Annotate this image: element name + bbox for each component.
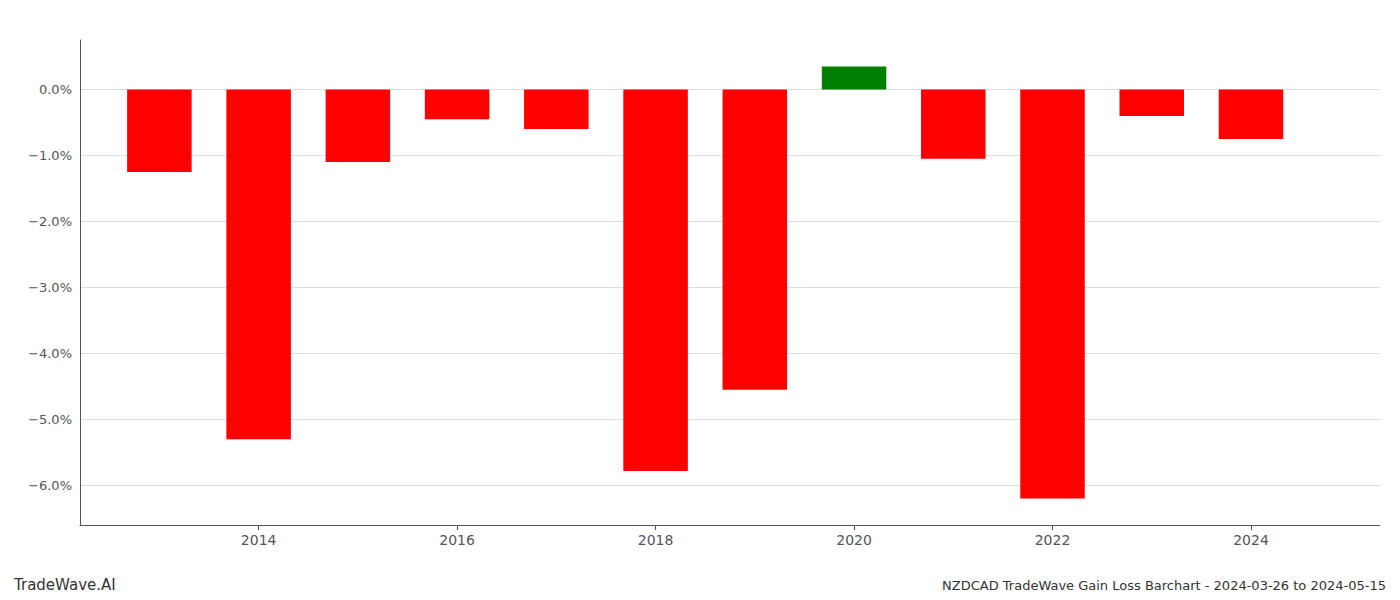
svg-text:0.0%: 0.0% xyxy=(39,82,72,97)
svg-text:−5.0%: −5.0% xyxy=(28,412,72,427)
svg-text:−6.0%: −6.0% xyxy=(28,478,72,493)
svg-text:2024: 2024 xyxy=(1233,532,1269,548)
svg-text:NZDCAD TradeWave Gain Loss Bar: NZDCAD TradeWave Gain Loss Barchart - 20… xyxy=(942,578,1386,593)
svg-text:−2.0%: −2.0% xyxy=(28,214,72,229)
svg-text:2020: 2020 xyxy=(836,532,872,548)
svg-text:−4.0%: −4.0% xyxy=(28,346,72,361)
svg-text:2014: 2014 xyxy=(241,532,277,548)
svg-text:2022: 2022 xyxy=(1035,532,1071,548)
svg-text:2018: 2018 xyxy=(638,532,674,548)
svg-text:2016: 2016 xyxy=(439,532,475,548)
svg-text:−1.0%: −1.0% xyxy=(28,148,72,163)
svg-text:TradeWave.AI: TradeWave.AI xyxy=(13,576,116,594)
svg-text:−3.0%: −3.0% xyxy=(28,280,72,295)
